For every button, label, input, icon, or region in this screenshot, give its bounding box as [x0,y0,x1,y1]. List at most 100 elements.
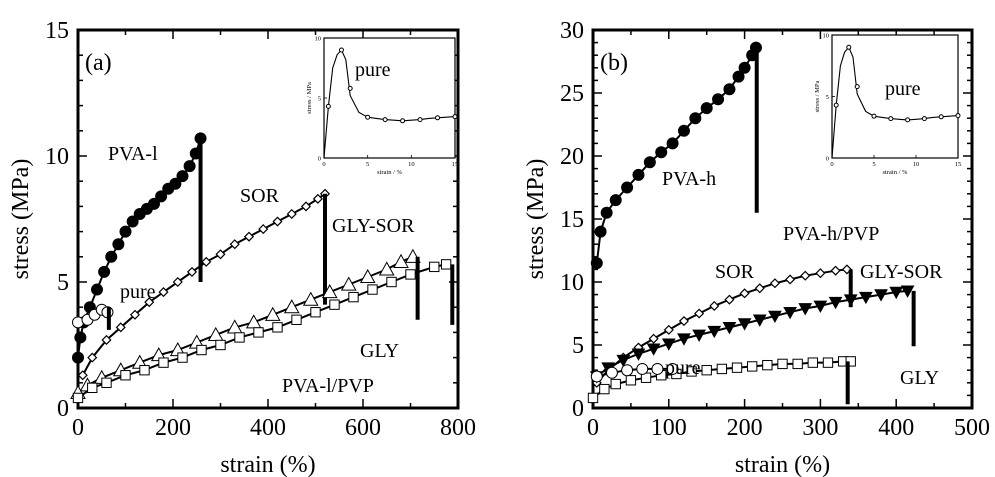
inset-point [872,114,876,118]
inset-y-tick-label: 5 [826,94,829,101]
curve-annotation: PVA-h/PVP [783,223,879,245]
inset-y-tick-label: 10 [823,33,830,40]
data-point [209,328,223,341]
x-tick-label: 600 [345,415,381,441]
inset-point [922,117,926,121]
data-point [140,366,149,375]
data-point [120,226,131,237]
y-tick-label: 5 [57,270,69,296]
data-point [724,84,735,95]
inset-point [366,115,370,119]
data-point [626,376,635,385]
data-point [808,358,817,367]
data-point [259,225,267,233]
data-point [701,103,712,114]
inset-point [383,118,387,122]
inset-point [834,103,838,107]
y-tick-label: 25 [560,81,584,107]
inset-point [453,115,457,119]
curve-annotation: pure [665,357,701,379]
data-point [644,157,655,168]
series-line [597,48,756,264]
inset-x-tick-label: 15 [955,161,962,168]
data-point [763,360,772,369]
data-point [285,300,299,313]
data-point [702,366,711,375]
series-pva-h [591,42,761,268]
x-axis-label: strain (%) [735,452,830,477]
x-tick-label: 400 [250,415,286,441]
data-point [235,333,244,342]
x-tick-label: 0 [587,415,599,441]
inset-y-tick-label: 0 [318,156,321,163]
data-point [73,352,84,363]
data-point [801,272,809,280]
data-point [633,169,644,180]
data-point [184,161,195,172]
data-point [632,349,644,360]
data-point [361,270,375,283]
data-point [652,363,663,374]
data-point [441,260,450,269]
data-point [178,353,187,362]
data-point [88,383,97,392]
data-point [273,217,281,225]
inset-x-tick-label: 10 [408,161,415,168]
data-point [245,232,253,240]
curve-annotation: PVA-l/PVP [282,375,374,397]
x-tick-label: 800 [440,415,476,441]
panel-label: (b) [600,50,628,76]
inset-x-tick-label: 15 [452,161,459,168]
data-point [247,315,261,328]
curve-annotation: pure [120,281,156,303]
data-point [254,328,263,337]
data-point [793,359,802,368]
data-point [79,371,87,379]
data-point [177,171,188,182]
data-point [611,379,620,388]
data-point [600,384,609,393]
inset-x-tick-label: 5 [872,161,875,168]
inset-y-tick-label: 0 [826,156,829,163]
data-point [678,125,689,136]
data-point [739,62,750,73]
data-point [690,113,701,124]
data-point [622,182,633,193]
x-tick-label: 400 [878,415,914,441]
data-point [610,195,621,206]
data-point [292,315,301,324]
data-point [710,302,718,310]
y-tick-label: 20 [560,144,584,170]
data-point [665,326,673,334]
data-point [330,300,339,309]
data-point [717,364,726,373]
inset-point [436,116,440,120]
data-point [92,284,103,295]
data-point [197,345,206,354]
curve-annotation: GLY [900,367,939,389]
data-point [606,367,617,378]
data-point [649,335,657,343]
curve-annotation: PVA-h [662,168,716,190]
inset-annotation: pure [885,78,921,100]
data-point [591,258,602,269]
data-point [288,210,296,218]
y-tick-label: 5 [572,333,584,359]
y-tick-label: 30 [560,18,584,44]
data-point [121,371,130,380]
y-tick-label: 10 [560,270,584,296]
inset-y-tick-label: 10 [315,36,322,43]
data-point [771,279,779,287]
inset-x-tick-label: 0 [322,161,325,168]
data-point [656,147,667,158]
curve-annotation: GLY-SOR [860,261,943,283]
inset-x-axis-label: strain / % [883,169,908,176]
data-point [99,266,110,277]
inset-y-tick-label: 5 [318,96,321,103]
data-point [786,275,794,283]
inset-point [326,104,330,108]
data-point [732,363,741,372]
series-gly [588,357,855,405]
y-axis-label: stress (MPa) [523,159,549,280]
